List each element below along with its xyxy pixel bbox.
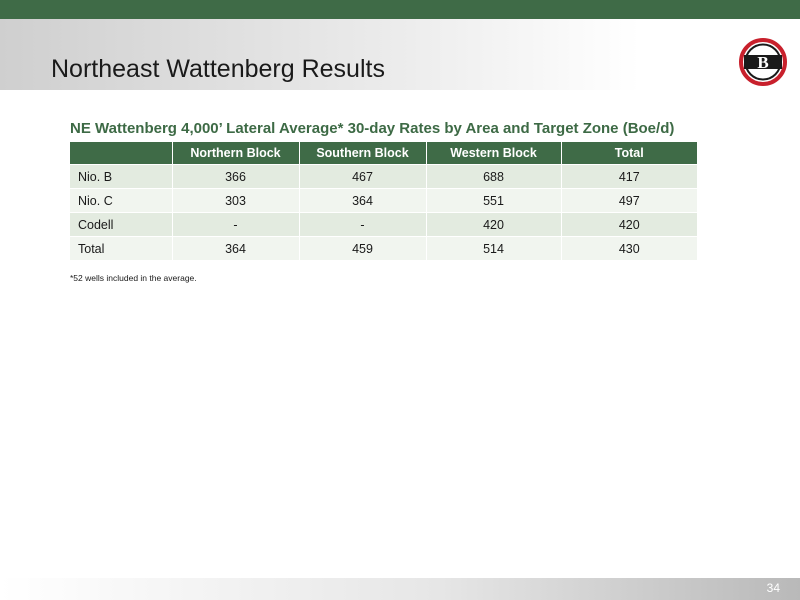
row-label: Nio. B — [70, 164, 173, 189]
top-accent-bar — [0, 0, 800, 19]
table-cell: 430 — [561, 236, 697, 260]
table-cell: 420 — [561, 212, 697, 237]
table-row: Nio. C 303 364 551 497 — [70, 188, 697, 213]
column-header-northern-block: Northern Block — [172, 142, 300, 165]
table-cell: 467 — [299, 164, 427, 189]
results-table: Northern Block Southern Block Western Bl… — [70, 142, 697, 260]
header-band — [0, 19, 800, 90]
table-cell: 459 — [299, 236, 427, 260]
page-title: Northeast Wattenberg Results — [51, 55, 385, 83]
table-cell: 364 — [299, 188, 427, 213]
table-cell: 303 — [172, 188, 300, 213]
logo-letter: B — [757, 53, 768, 72]
table-cell: 688 — [426, 164, 562, 189]
table-header-row: Northern Block Southern Block Western Bl… — [70, 142, 697, 165]
table-row: Codell - - 420 420 — [70, 212, 697, 237]
row-label: Nio. C — [70, 188, 173, 213]
table-cell: 551 — [426, 188, 562, 213]
page-number: 34 — [766, 581, 780, 595]
row-label: Total — [70, 236, 173, 260]
table-cell: 420 — [426, 212, 562, 237]
row-label: Codell — [70, 212, 173, 237]
column-header-western-block: Western Block — [426, 142, 562, 165]
column-header-total: Total — [561, 142, 697, 165]
footnote: *52 wells included in the average. — [70, 273, 197, 283]
table-cell: - — [172, 212, 300, 237]
table-title: NE Wattenberg 4,000’ Lateral Average* 30… — [70, 120, 675, 137]
table-cell: 366 — [172, 164, 300, 189]
table-cell: 364 — [172, 236, 300, 260]
column-header-southern-block: Southern Block — [299, 142, 427, 165]
table-cell: 514 — [426, 236, 562, 260]
table-cell: 417 — [561, 164, 697, 189]
table-row: Nio. B 366 467 688 417 — [70, 164, 697, 189]
column-header-blank — [70, 142, 173, 165]
table-row: Total 364 459 514 430 — [70, 236, 697, 260]
footer-band — [0, 578, 800, 600]
bonanza-creek-logo-icon: B — [739, 38, 787, 86]
table-cell: - — [299, 212, 427, 237]
table-cell: 497 — [561, 188, 697, 213]
